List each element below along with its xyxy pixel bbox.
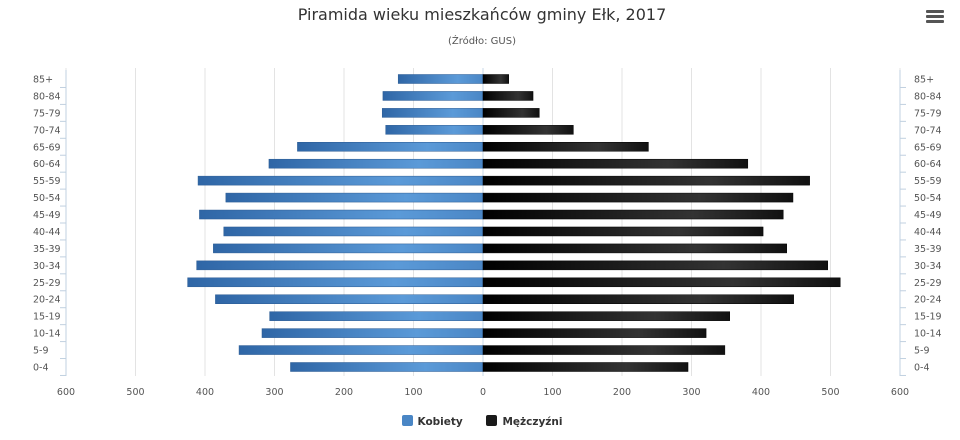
bar-mezczyzni-10-14[interactable]: [482, 328, 707, 338]
bar-kobiety-50-54[interactable]: [225, 192, 484, 203]
bar-mezczyzni-45-49[interactable]: [482, 209, 784, 220]
y-label-left: 80-84: [33, 91, 61, 102]
y-label-left: 55-59: [33, 176, 61, 187]
x-tick-label: 100: [404, 387, 422, 398]
y-label-left: 65-69: [33, 142, 61, 153]
y-label-right: 10-14: [914, 329, 942, 340]
y-label-right: 70-74: [914, 125, 942, 136]
legend-swatch-mezczyzni: [486, 415, 498, 426]
bar-mezczyzni-30-34[interactable]: [482, 260, 828, 271]
bar-kobiety-5-9[interactable]: [238, 345, 484, 355]
bar-mezczyzni-65-69[interactable]: [482, 142, 649, 152]
chart-title: Piramida wieku mieszkańców gminy Ełk, 20…: [297, 5, 667, 24]
bar-kobiety-30-34[interactable]: [196, 260, 484, 271]
bar-kobiety-0-4[interactable]: [290, 362, 484, 372]
bar-mezczyzni-60-64[interactable]: [482, 158, 749, 169]
y-label-right: 0-4: [914, 363, 930, 374]
bar-kobiety-35-39[interactable]: [213, 243, 484, 254]
pyramid-chart: 600 500 400 300 200 100 0 100 200 300 400 500 600 85+…: [33, 68, 942, 398]
bar-mezczyzni-0-4[interactable]: [482, 362, 689, 372]
legend-item-kobiety[interactable]: Kobiety: [401, 415, 463, 428]
y-label-left: 25-29: [33, 278, 61, 289]
bar-mezczyzni-50-54[interactable]: [482, 192, 794, 203]
x-tick-label: 500: [821, 387, 839, 398]
bar-mezczyzni-85+[interactable]: [482, 74, 509, 84]
bar-kobiety-10-14[interactable]: [261, 328, 484, 338]
x-tick-label: 100: [543, 387, 561, 398]
bar-mezczyzni-15-19[interactable]: [482, 311, 730, 321]
bar-kobiety-80-84[interactable]: [382, 91, 484, 101]
y-label-right: 55-59: [914, 176, 942, 187]
bar-mezczyzni-55-59[interactable]: [482, 175, 810, 186]
y-label-left: 70-74: [33, 125, 61, 136]
legend: Kobiety Mężczyźni: [0, 415, 960, 428]
y-label-right: 35-39: [914, 244, 942, 255]
y-label-left: 15-19: [33, 312, 61, 323]
x-tick-label: 600: [57, 387, 75, 398]
y-label-right: 30-34: [914, 261, 942, 272]
bar-kobiety-20-24[interactable]: [215, 294, 484, 304]
hamburger-menu-icon[interactable]: [926, 10, 944, 26]
x-tick-label: 200: [335, 387, 353, 398]
bar-mezczyzni-75-79[interactable]: [482, 108, 540, 118]
x-tick-label: 600: [891, 387, 909, 398]
bar-kobiety-45-49[interactable]: [199, 209, 484, 220]
y-label-left: 10-14: [33, 329, 61, 340]
x-tick-label: 200: [613, 387, 631, 398]
y-label-right: 15-19: [914, 312, 942, 323]
y-label-left: 5-9: [33, 346, 49, 357]
bar-mezczyzni-20-24[interactable]: [482, 294, 794, 304]
bar-mezczyzni-40-44[interactable]: [482, 226, 764, 237]
bar-kobiety-85+[interactable]: [397, 74, 484, 84]
legend-swatch-kobiety: [401, 415, 413, 426]
x-tick-label: 300: [682, 387, 700, 398]
bar-kobiety-25-29[interactable]: [187, 277, 484, 288]
bar-kobiety-75-79[interactable]: [381, 108, 484, 118]
bar-kobiety-40-44[interactable]: [223, 226, 484, 237]
y-label-right: 5-9: [914, 346, 930, 357]
y-label-left: 60-64: [33, 159, 61, 170]
y-label-left: 35-39: [33, 244, 61, 255]
y-label-right: 45-49: [914, 210, 942, 221]
y-label-left: 85+: [33, 75, 53, 86]
bar-mezczyzni-5-9[interactable]: [482, 345, 726, 355]
y-label-right: 75-79: [914, 108, 942, 119]
y-label-left: 0-4: [33, 363, 49, 374]
y-label-right: 65-69: [914, 142, 942, 153]
bar-mezczyzni-35-39[interactable]: [482, 243, 787, 254]
x-tick-label: 300: [265, 387, 283, 398]
y-label-right: 40-44: [914, 227, 942, 238]
x-tick-label: 0: [480, 387, 486, 398]
bar-mezczyzni-25-29[interactable]: [482, 277, 841, 288]
y-label-right: 85+: [914, 75, 934, 86]
y-label-left: 50-54: [33, 193, 61, 204]
x-tick-label: 500: [126, 387, 144, 398]
bar-kobiety-15-19[interactable]: [269, 311, 484, 321]
bar-kobiety-60-64[interactable]: [268, 158, 484, 169]
y-label-right: 60-64: [914, 159, 942, 170]
legend-item-mezczyzni[interactable]: Mężczyźni: [486, 415, 562, 428]
bar-kobiety-70-74[interactable]: [385, 125, 484, 135]
bar-kobiety-65-69[interactable]: [297, 142, 484, 152]
bar-mezczyzni-80-84[interactable]: [482, 91, 534, 101]
y-label-left: 45-49: [33, 210, 61, 221]
x-tick-label: 400: [196, 387, 214, 398]
y-label-left: 30-34: [33, 261, 61, 272]
y-label-right: 50-54: [914, 193, 942, 204]
y-label-right: 20-24: [914, 295, 942, 306]
legend-label: Mężczyźni: [502, 416, 563, 428]
chart-subtitle: (Źródło: GUS): [448, 36, 516, 47]
legend-label: Kobiety: [417, 416, 463, 428]
bar-mezczyzni-70-74[interactable]: [482, 125, 574, 135]
y-label-right: 80-84: [914, 91, 942, 102]
bar-kobiety-55-59[interactable]: [197, 175, 484, 186]
x-tick-label: 400: [752, 387, 770, 398]
y-label-right: 25-29: [914, 278, 942, 289]
y-label-left: 75-79: [33, 108, 61, 119]
y-label-left: 40-44: [33, 227, 61, 238]
y-label-left: 20-24: [33, 295, 61, 306]
